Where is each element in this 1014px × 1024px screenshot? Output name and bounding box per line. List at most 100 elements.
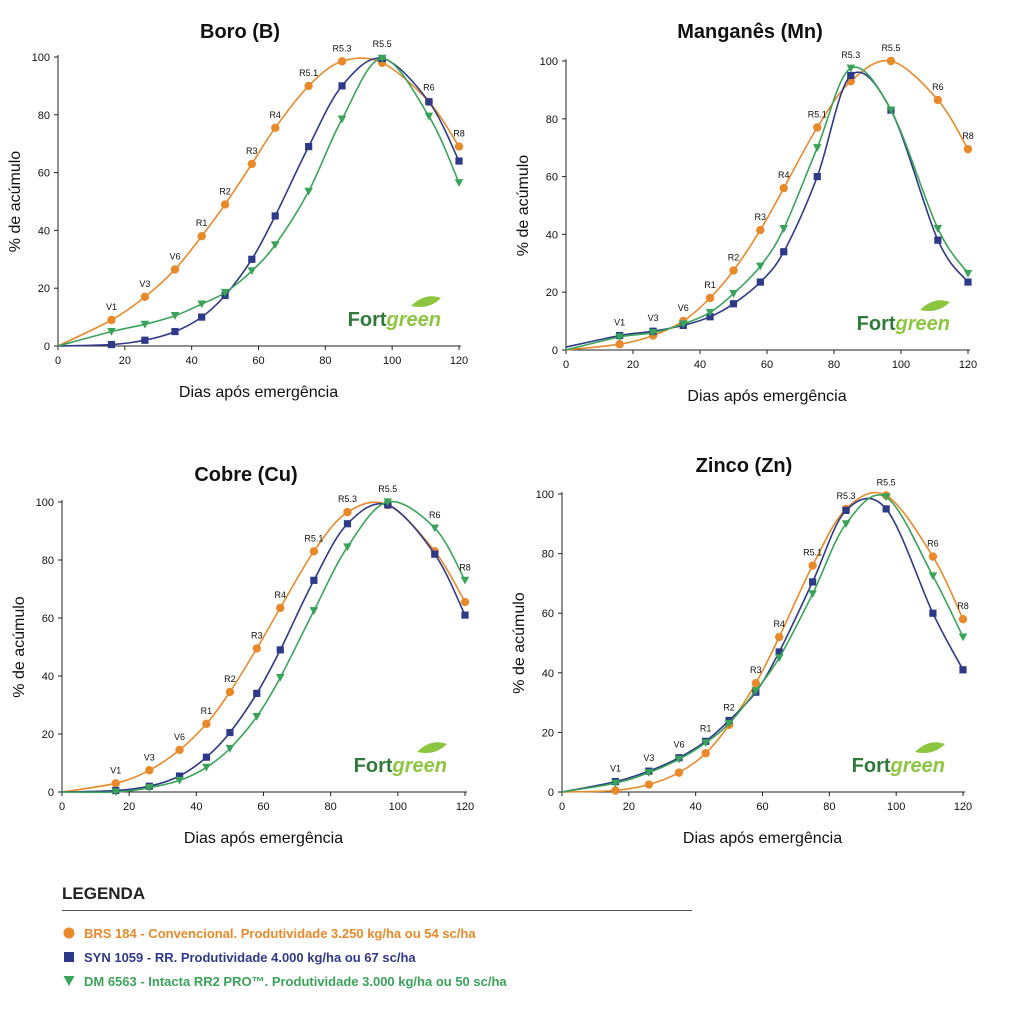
stage-label: R5.5 [877, 477, 896, 487]
stage-label: R4 [778, 170, 790, 180]
x-tick-label: 20 [627, 359, 639, 371]
series-line-dm [61, 500, 466, 794]
x-tick-label: 120 [456, 801, 474, 813]
point-syn [202, 753, 211, 761]
logo-text-green: green [890, 755, 945, 777]
point-brs [674, 768, 684, 777]
point-brs [886, 56, 896, 66]
x-axis-label: Dias após emergência [179, 384, 338, 401]
point-brs [252, 644, 261, 653]
point-brs [107, 315, 116, 325]
series-line-brs [561, 491, 964, 793]
x-tick-label: 80 [319, 355, 331, 367]
x-tick-label: 40 [186, 355, 198, 367]
y-tick-label: 40 [542, 668, 554, 680]
stage-label: V6 [174, 732, 185, 742]
series-line-syn [561, 497, 964, 793]
stage-label: V3 [139, 279, 150, 289]
chart-title: Manganês (Mn) [677, 21, 823, 43]
x-tick-label: 60 [761, 359, 773, 371]
y-axis-label: % de acúmulo [11, 596, 28, 697]
triangle-marker-icon [62, 974, 76, 988]
point-syn [934, 236, 942, 244]
point-dm [225, 744, 235, 753]
y-axis-label: % de acúmulo [7, 151, 24, 252]
point-brs [337, 57, 347, 66]
chart-panel: Boro (B) 0 20 40 60 80 100 120 0 20 40 60 80 100 Dias … [7, 21, 468, 401]
logo-text-fort: Fort [348, 309, 387, 331]
point-syn [461, 611, 469, 619]
point-dm [460, 576, 470, 585]
x-tick-label: 0 [559, 801, 565, 813]
y-tick-label: 80 [542, 549, 554, 561]
y-axis-label: % de acúmulo [511, 592, 528, 693]
point-syn [964, 278, 972, 286]
stage-label: V3 [643, 753, 654, 763]
logo-text-fort: Fort [857, 313, 896, 335]
point-syn [847, 71, 855, 80]
stage-label: R4 [773, 619, 785, 629]
stage-label: V6 [673, 740, 684, 750]
stage-label: V6 [169, 251, 180, 261]
x-tick-label: 0 [563, 359, 569, 371]
stage-label: R6 [927, 539, 939, 549]
x-tick-label: 0 [55, 355, 61, 367]
y-tick-label: 100 [540, 56, 558, 68]
y-tick-label: 40 [546, 229, 558, 241]
point-brs [705, 293, 715, 303]
y-tick-label: 0 [44, 341, 50, 353]
stage-label: R2 [219, 186, 231, 196]
y-tick-label: 40 [42, 671, 54, 683]
point-dm [846, 64, 856, 73]
point-brs [247, 159, 257, 169]
series-line-dm [57, 57, 460, 347]
stage-label: R5.5 [378, 484, 397, 494]
point-dm [751, 687, 761, 695]
stage-label: R5.3 [841, 50, 860, 60]
point-dm [774, 654, 784, 663]
x-tick-label: 60 [257, 801, 269, 813]
point-syn [107, 340, 116, 349]
point-dm [107, 327, 116, 336]
point-brs [729, 266, 738, 275]
chart-panel: Zinco (Zn) 0 20 40 60 80 100 120 0 20 40 60 80 100 Dia… [511, 455, 972, 847]
legend-item-dm: DM 6563 - Intacta RR2 PRO™. Produtividad… [62, 969, 692, 993]
point-syn [756, 278, 764, 286]
point-syn [171, 327, 179, 336]
stage-label: R4 [269, 110, 281, 120]
stage-label: R2 [728, 253, 740, 263]
point-dm [963, 269, 973, 278]
y-tick-label: 0 [552, 345, 558, 357]
series-line-syn [57, 57, 460, 347]
point-dm [111, 788, 121, 797]
leaf-icon [411, 296, 441, 307]
point-dm [729, 290, 738, 298]
y-tick-label: 60 [542, 608, 554, 620]
stage-label: R5.3 [837, 491, 856, 501]
point-brs [958, 614, 968, 624]
stage-label: R1 [700, 723, 712, 733]
x-tick-label: 20 [623, 801, 635, 813]
point-dm [337, 115, 347, 124]
legend-item-syn: SYN 1059 - RR. Produtividade 4.000 kg/ha… [62, 945, 692, 969]
point-brs [813, 123, 822, 132]
stage-label: V1 [110, 765, 121, 775]
point-brs [775, 632, 784, 642]
point-syn [141, 336, 149, 344]
point-dm [678, 320, 688, 329]
point-dm [383, 498, 393, 507]
stage-label: R5.1 [299, 68, 318, 78]
y-tick-label: 40 [38, 225, 50, 237]
stage-label: R5.1 [808, 109, 827, 119]
point-syn [809, 578, 817, 586]
point-syn [425, 98, 433, 106]
x-tick-label: 80 [325, 801, 337, 813]
logo-text-green: green [392, 755, 447, 777]
series-line-syn [565, 71, 969, 348]
stage-label: R3 [755, 212, 767, 222]
point-brs [271, 123, 280, 133]
point-dm [275, 673, 285, 682]
x-tick-label: 20 [123, 801, 135, 813]
point-dm [648, 329, 658, 337]
y-tick-label: 20 [542, 727, 554, 739]
